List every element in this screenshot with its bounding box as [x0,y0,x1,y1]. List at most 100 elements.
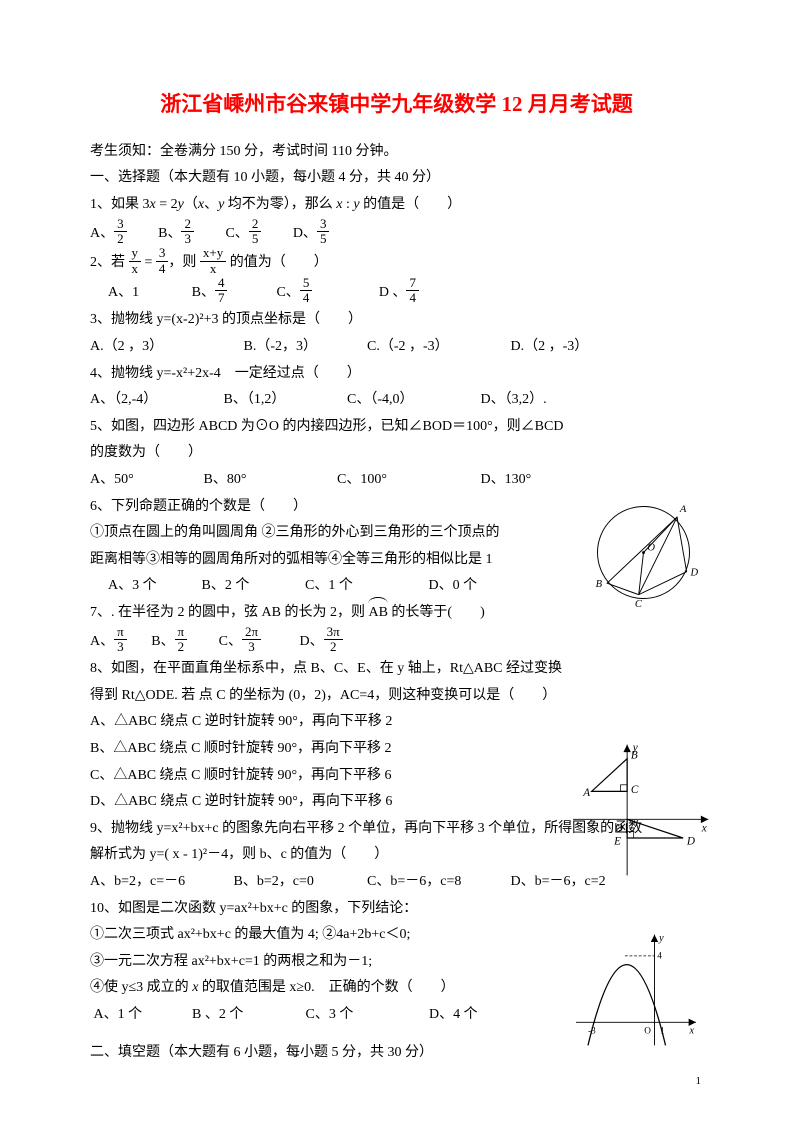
q2-fD-n: 7 [406,276,419,291]
q1-stem: 1、如果 3x = 2y（x、y 均不为零），那么 x : y 的值是（ ） [90,192,703,219]
svg-text:O: O [615,822,623,834]
q7-fracD: 3π2 [324,625,343,655]
q2-fB-d: 7 [215,291,228,305]
q10-D: D、4 个 [429,1002,478,1029]
q2-fC-n: 5 [300,276,313,291]
q5-stem2: 的度数为（ ） [90,440,703,467]
q3-B: B.（-2，3） [244,334,364,361]
q5-stem: 5、如图，四边形 ABCD 为⊙O 的内接四边形，已知∠BOD＝100°，则∠B… [90,414,703,441]
q2-fM-d: x [200,262,226,276]
q9-A: A、b=2，c=－6 [90,869,230,896]
q1-t3: （ [184,197,198,212]
q2-fB-n: 4 [215,276,228,291]
q7-fA-n: π [114,625,127,640]
q6-C: C、1 个 [305,573,425,600]
q8-stem2: 得到 Rt△ODE. 若 点 C 的坐标为 (0，2)，AC=4，则这种变换可以… [90,683,703,710]
q1-fracB: 23 [181,217,194,247]
q1-fB-n: 2 [181,217,194,232]
q8-A: A、△ABC 绕点 C 逆时针旋转 90°，再向下平移 2 [90,709,703,736]
q10-l3b: 的取值范围是 x≥0. 正确的个数（ ） [198,980,454,995]
q6-B: B、2 个 [202,573,302,600]
q1-fD-n: 3 [317,217,330,232]
q2-fracB: 47 [215,276,228,306]
q2-stem: 2、若 yx = 34，则 x+yx 的值为（ ） [90,248,703,278]
q2-options: A、1 B、47 C、5 4 D 、74 [90,278,703,308]
section1-heading: 一、选择题（本大题有 10 小题，每小题 4 分，共 40 分） [90,165,703,192]
q9-B: B、b=2，c=0 [234,869,364,896]
q2-t2: = [141,255,156,270]
q2-B: B、 [192,280,215,307]
q7-fD-n: 3π [324,625,343,640]
q3-stem: 3、抛物线 y=(x-2)²+3 的顶点坐标是（ ） [90,307,703,334]
q1-fA-n: 3 [114,217,127,232]
q7-A: A、 [90,629,114,656]
q7-B: B、 [151,629,174,656]
q2-fracD: 74 [406,276,419,306]
q1-fB-d: 3 [181,232,194,246]
q2-fracM: x+yx [200,246,226,276]
svg-text:B: B [596,579,603,590]
q5-D: D、130° [481,467,532,494]
svg-text:4: 4 [657,951,662,961]
q7-fC-d: 3 [242,640,261,654]
q10-figure: x y 4 -3 1 O [571,930,701,1050]
q4-stem: 4、抛物线 y=-x²+2x-4 一定经过点（ ） [90,361,703,388]
q7-fA-d: 3 [114,640,127,654]
q1-t5: 均不为零），那么 [224,197,336,212]
q5-options: A、50° B、80° C、100° D、130° [90,467,703,494]
q2-C: C、 [276,280,299,307]
svg-text:C: C [631,784,639,796]
q2-fM-n: x+y [200,246,226,261]
q10-B: B 、2 个 [192,1002,302,1029]
q1-fC-d: 5 [249,232,262,246]
q2-A: A、1 [108,280,139,307]
q7-fB-n: π [175,625,188,640]
q2-t4: 的值为（ ） [226,255,328,270]
q1-t4: 、 [204,197,218,212]
q1-t6: : [343,197,354,212]
q1-t2: = 2 [156,197,178,212]
q10-l3a: ④使 y≤3 成立的 [90,980,192,995]
svg-text:O: O [647,543,655,554]
q2-fracL: yx [129,246,142,276]
q7-fracB: π2 [175,625,188,655]
q4-A: A、（2,-4） [90,387,220,414]
q2-D: D 、 [379,280,407,307]
svg-text:D: D [686,836,695,848]
q7-fracA: π3 [114,625,127,655]
svg-text:A: A [679,504,687,515]
q4-D: D、（3,2）. [481,387,547,414]
q7-t2: 的长等于( ) [388,605,485,620]
q6-D: D、0 个 [429,573,478,600]
q1-D: D、 [293,221,317,248]
q3-C: C.（-2 ，-3） [367,334,507,361]
q1-fracD: 35 [317,217,330,247]
q8-figure: A B C O E D x y [573,740,713,880]
svg-text:-3: -3 [588,1025,596,1035]
q6-A: A、3 个 [108,573,198,600]
q3-options: A.（2 ，3） B.（-2，3） C.（-2 ，-3） D.（2 ，-3） [90,334,703,361]
q1-fracA: 32 [114,217,127,247]
q3-D: D.（2 ，-3） [511,334,589,361]
exam-title: 浙江省嵊州市谷来镇中学九年级数学 12 月月考试题 [90,85,703,125]
svg-text:O: O [644,1025,651,1035]
svg-text:x: x [689,1025,695,1036]
q7-fC-n: 2π [242,625,261,640]
q5-figure: A D C B O [586,495,701,610]
exam-page: 浙江省嵊州市谷来镇中学九年级数学 12 月月考试题 考生须知：全卷满分 150 … [0,0,793,1122]
q1-B: B、 [158,221,181,248]
svg-text:1: 1 [660,1025,665,1035]
page-number: 1 [696,1071,702,1092]
q7-fB-d: 2 [175,640,188,654]
q10-C: C、3 个 [306,1002,426,1029]
q4-C: C、（-4,0） [347,387,477,414]
q7-fD-d: 2 [324,640,343,654]
q2-fR-n: 3 [156,246,169,261]
q10-A: A、1 个 [94,1002,189,1029]
q2-fR-d: 4 [156,262,169,276]
q5-B: B、80° [204,467,334,494]
svg-text:C: C [635,599,643,610]
q1-fA-d: 2 [114,232,127,246]
q2-t1: 2、若 [90,255,129,270]
svg-text:y: y [632,742,638,754]
